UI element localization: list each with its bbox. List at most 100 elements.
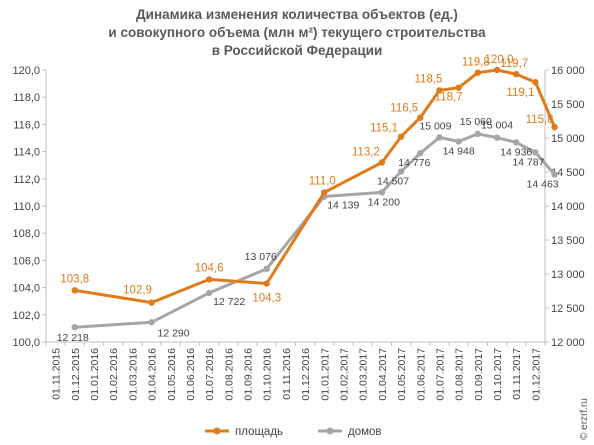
chart-title-line-1: Динамика изменения количества объектов (…: [136, 7, 458, 22]
data-label-area: 113,2: [352, 146, 380, 158]
data-label-area: 115,1: [370, 123, 398, 135]
data-point-area: [436, 87, 443, 94]
x-axis-tick-label: 01.12.2016: [300, 348, 312, 401]
right-axis-tick-label: 12 500: [551, 303, 585, 315]
data-point-area: [551, 123, 558, 131]
data-label-area: 104,6: [195, 262, 224, 274]
right-axis-tick-label: 13 500: [551, 235, 585, 247]
x-axis-tick-label: 01.03.2016: [127, 348, 139, 401]
x-axis-tick-label: 01.08.2016: [223, 348, 235, 401]
x-axis-tick-label: 01.11.2015: [51, 348, 63, 400]
x-axis-tick-label: 01.05.2017: [396, 348, 408, 401]
data-point-homes: [513, 139, 520, 146]
x-axis-tick-label: 01.08.2017: [454, 348, 466, 401]
data-point-homes: [436, 134, 443, 141]
data-label-area: 102,9: [123, 285, 152, 297]
data-label-area: 111,0: [309, 175, 336, 187]
data-label-homes: 15 004: [481, 120, 513, 132]
data-point-homes: [474, 130, 482, 138]
left-axis-tick-label: 112,0: [13, 174, 40, 186]
x-axis-tick-label: 01.03.2017: [358, 348, 370, 401]
data-point-area: [71, 287, 78, 294]
data-point-homes: [205, 289, 213, 297]
data-label-homes: 14 936: [500, 146, 532, 158]
data-point-homes: [532, 149, 539, 156]
x-axis-tick-label: 01.09.2016: [243, 348, 255, 401]
data-point-area: [321, 189, 328, 196]
data-point-area: [417, 114, 424, 121]
data-label-area: 118,5: [414, 73, 442, 85]
data-label-area: 103,8: [60, 273, 89, 285]
data-point-homes: [378, 189, 386, 196]
data-point-area: [513, 70, 520, 78]
chart-axes: 100,0 102,0 104,0 106,0 108,0 110,0 112,0 114,0…: [12, 65, 584, 401]
chart-title-line-2: и совокупного объема (млн м²) текущего с…: [108, 25, 486, 40]
data-label-homes: 15 009: [419, 120, 451, 132]
right-axis-tick-label: 12 000: [551, 337, 585, 349]
left-axis-tick-label: 100,0: [12, 337, 40, 349]
x-axis-tick-label: 01.09.2017: [473, 348, 485, 401]
data-label-area: 118,7: [435, 92, 463, 104]
chart-title-line-3: в Российской Федерации: [212, 43, 383, 58]
legend-label-homes: домов: [348, 426, 382, 438]
left-axis-tick-label: 102,0: [12, 310, 40, 322]
data-label-homes: 13 076: [245, 251, 277, 263]
data-label-homes: 14 507: [377, 176, 409, 188]
data-point-homes: [397, 168, 405, 175]
x-axis-tick-label: 01.06.2017: [415, 348, 427, 401]
data-label-area: 104,3: [252, 293, 281, 305]
left-axis-tick-label: 116,0: [13, 119, 40, 131]
data-point-homes: [417, 150, 424, 157]
x-axis-tick-label: 01.12.2015: [70, 348, 82, 401]
left-axis-tick-label: 118,0: [13, 92, 40, 104]
data-label-area: 120,0: [485, 54, 514, 66]
data-label-homes: 14 948: [443, 146, 475, 158]
left-axis-tick-label: 106,0: [12, 255, 40, 267]
data-point-area: [455, 84, 462, 91]
data-label-area: 119,1: [506, 87, 534, 99]
x-axis-tick-label: 01.11.2016: [281, 348, 293, 400]
data-point-area: [378, 159, 386, 166]
x-axis-tick-label: 01.06.2016: [185, 348, 197, 401]
data-label-homes: 14 463: [527, 179, 559, 191]
right-axis-tick-label: 14 000: [551, 201, 585, 213]
legend-label-area: площадь: [235, 426, 283, 438]
x-axis-tick-label: 01.10.2016: [262, 348, 274, 401]
left-axis-tick-label: 114,0: [13, 147, 40, 159]
data-point-homes: [71, 323, 78, 331]
left-axis-tick-label: 120,0: [12, 65, 40, 77]
chart-title: Динамика изменения количества объектов (…: [108, 7, 486, 58]
data-point-homes: [493, 134, 501, 141]
series-line-homes: [74, 132, 556, 329]
right-axis-tick-label: 15 000: [551, 133, 585, 145]
data-label-homes: 14 776: [398, 157, 430, 169]
data-point-homes: [455, 138, 462, 145]
right-axis-tick-label: 16 000: [551, 65, 585, 77]
x-axis-tick-label: 01.04.2016: [147, 348, 159, 401]
data-label-homes: 15 060: [460, 116, 492, 128]
watermark: © erzrf.ru: [579, 398, 590, 440]
x-axis-tick-label: 01.07.2017: [434, 348, 446, 401]
x-axis-tick-label: 01.10.2017: [492, 348, 504, 401]
x-axis-tick-label: 01.04.2017: [377, 348, 389, 401]
data-point-homes: [263, 265, 270, 273]
data-point-homes: [551, 171, 558, 178]
left-axis-tick-label: 110,0: [13, 201, 40, 213]
data-point-homes: [148, 319, 155, 326]
data-point-area: [493, 66, 501, 74]
data-point-area: [532, 79, 539, 86]
data-point-area: [205, 276, 213, 283]
x-axis-tick-label: 01.12.2017: [530, 348, 542, 401]
data-label-homes: 14 200: [368, 196, 400, 208]
x-axis-tick-label: 01.07.2016: [204, 348, 216, 401]
data-label-area: 119,8: [462, 57, 490, 69]
data-label-homes: 12 290: [157, 327, 189, 339]
chart-legend: площадь домов: [205, 426, 382, 438]
data-label-area: 119,7: [500, 58, 528, 70]
data-label-homes: 12 218: [57, 332, 89, 344]
x-axis-tick-label: 01.01.2016: [89, 348, 101, 401]
x-axis-tick-label: 01.02.2017: [338, 348, 350, 401]
legend-marker-homes: [326, 427, 334, 435]
x-axis-tick-label: 01.02.2016: [108, 348, 120, 401]
